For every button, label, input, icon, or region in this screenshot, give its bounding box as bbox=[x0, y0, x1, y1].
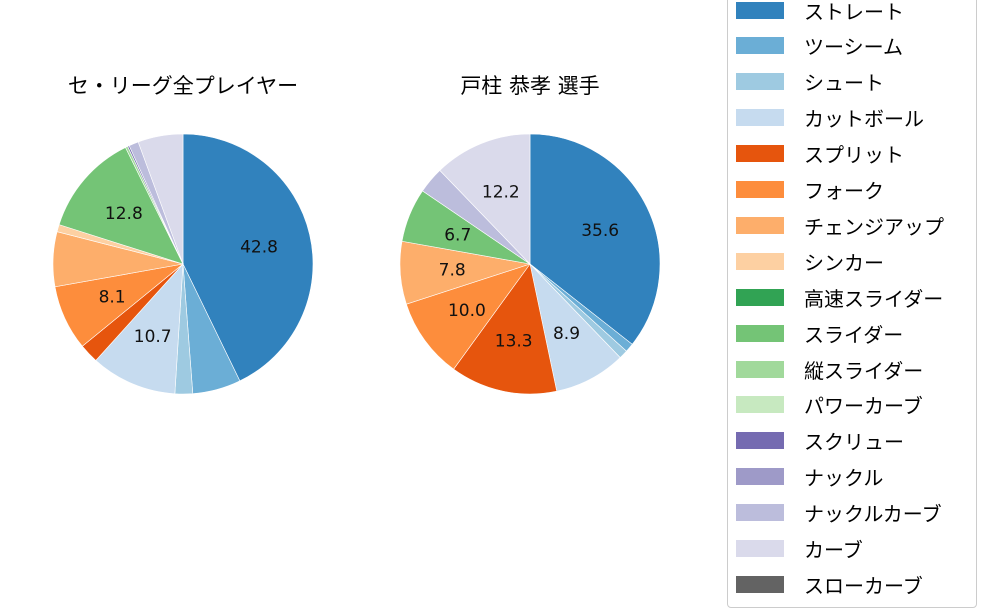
legend-label: 高速スライダー bbox=[804, 286, 944, 311]
legend-label: シンカー bbox=[804, 250, 884, 275]
legend-swatch bbox=[736, 109, 784, 127]
legend-item: シンカー bbox=[736, 249, 884, 275]
legend-item: ストレート bbox=[736, 0, 904, 24]
legend-swatch bbox=[736, 145, 784, 163]
legend-item: フォーク bbox=[736, 178, 884, 203]
slice-value-label: 35.6 bbox=[581, 221, 619, 241]
legend-swatch bbox=[736, 540, 784, 557]
pie-slice bbox=[137, 133, 184, 265]
legend-swatch bbox=[736, 324, 784, 342]
slice-value-label: 13.3 bbox=[495, 331, 533, 351]
slice-value-label: 42.8 bbox=[240, 238, 278, 258]
legend-label: ツーシーム bbox=[804, 35, 903, 60]
legend-item: ナックル bbox=[736, 465, 884, 491]
legend: ストレートツーシームシュートカットボール スプリットフォークチェンジアップ シンカー… bbox=[727, 0, 977, 608]
legend-label: ナックルカーブ bbox=[804, 502, 942, 527]
legend-item: シュート bbox=[736, 70, 884, 96]
player-pie-chart: 35.6 8.9 13.3 10.0 7.8 6.7 12.2 bbox=[399, 133, 661, 395]
pie-slice bbox=[529, 133, 661, 345]
legend-swatch bbox=[736, 575, 784, 593]
legend-label: チェンジアップ bbox=[804, 214, 944, 239]
pie-slice bbox=[453, 263, 558, 395]
legend-label: スローカーブ bbox=[804, 573, 923, 598]
legend-label: カットボール bbox=[804, 107, 924, 132]
legend-label: ナックル bbox=[804, 466, 884, 491]
slice-value-label: 12.8 bbox=[105, 204, 143, 224]
legend-item: スクリュー bbox=[736, 429, 904, 455]
legend-label: ストレート bbox=[804, 0, 904, 24]
legend-swatch bbox=[736, 73, 784, 91]
legend-swatch bbox=[736, 432, 784, 450]
pie-slice bbox=[439, 133, 531, 265]
legend-swatch bbox=[736, 252, 784, 270]
legend-item: スプリット bbox=[736, 142, 904, 168]
pie-slice bbox=[405, 263, 531, 370]
slice-value-label: 10.7 bbox=[134, 327, 172, 347]
legend-item: カットボール bbox=[736, 106, 924, 132]
legend-label: カーブ bbox=[804, 538, 863, 562]
slice-value-label: 8.9 bbox=[553, 324, 580, 344]
legend-swatch bbox=[736, 360, 784, 378]
slice-value-label: 12.2 bbox=[482, 183, 520, 203]
pie-slice bbox=[182, 133, 314, 382]
legend-swatch bbox=[736, 1, 784, 19]
right-chart-title: 戸柱 恭孝 選手 bbox=[460, 74, 600, 98]
legend-label: スクリュー bbox=[804, 430, 904, 455]
slice-value-label: 10.0 bbox=[448, 301, 486, 321]
legend-item: ツーシーム bbox=[736, 34, 903, 60]
left-chart-title: セ・リーグ全プレイヤー bbox=[67, 74, 299, 98]
legend-swatch bbox=[736, 396, 784, 414]
legend-item: スライダー bbox=[736, 321, 904, 347]
pie-slice bbox=[95, 263, 184, 395]
slice-value-label: 7.8 bbox=[439, 260, 466, 280]
league-pie-chart: 42.8 10.7 8.1 12.8 bbox=[52, 133, 314, 395]
legend-swatch bbox=[736, 504, 784, 522]
legend-item: 高速スライダー bbox=[736, 285, 944, 311]
slice-value-label: 8.1 bbox=[99, 288, 126, 308]
legend-label: スプリット bbox=[804, 143, 904, 168]
legend-label: スライダー bbox=[804, 322, 904, 347]
slice-value-label: 6.7 bbox=[444, 226, 471, 246]
legend-item: スローカーブ bbox=[736, 572, 923, 598]
legend-swatch bbox=[736, 181, 784, 198]
legend-label: パワーカーブ bbox=[804, 394, 923, 419]
pie-slice bbox=[58, 147, 184, 265]
legend-item: チェンジアップ bbox=[736, 213, 944, 239]
legend-item: 縦スライダー bbox=[736, 357, 924, 383]
legend-swatch bbox=[736, 37, 784, 55]
legend-item: カーブ bbox=[736, 537, 863, 562]
legend-label: 縦スライダー bbox=[804, 358, 924, 383]
legend-item: ナックルカーブ bbox=[736, 501, 942, 527]
legend-item: パワーカーブ bbox=[736, 393, 923, 419]
legend-label: フォーク bbox=[804, 179, 884, 203]
legend-swatch bbox=[736, 468, 784, 486]
legend-swatch bbox=[736, 288, 784, 306]
legend-swatch bbox=[736, 216, 784, 234]
legend-label: シュート bbox=[804, 71, 884, 96]
